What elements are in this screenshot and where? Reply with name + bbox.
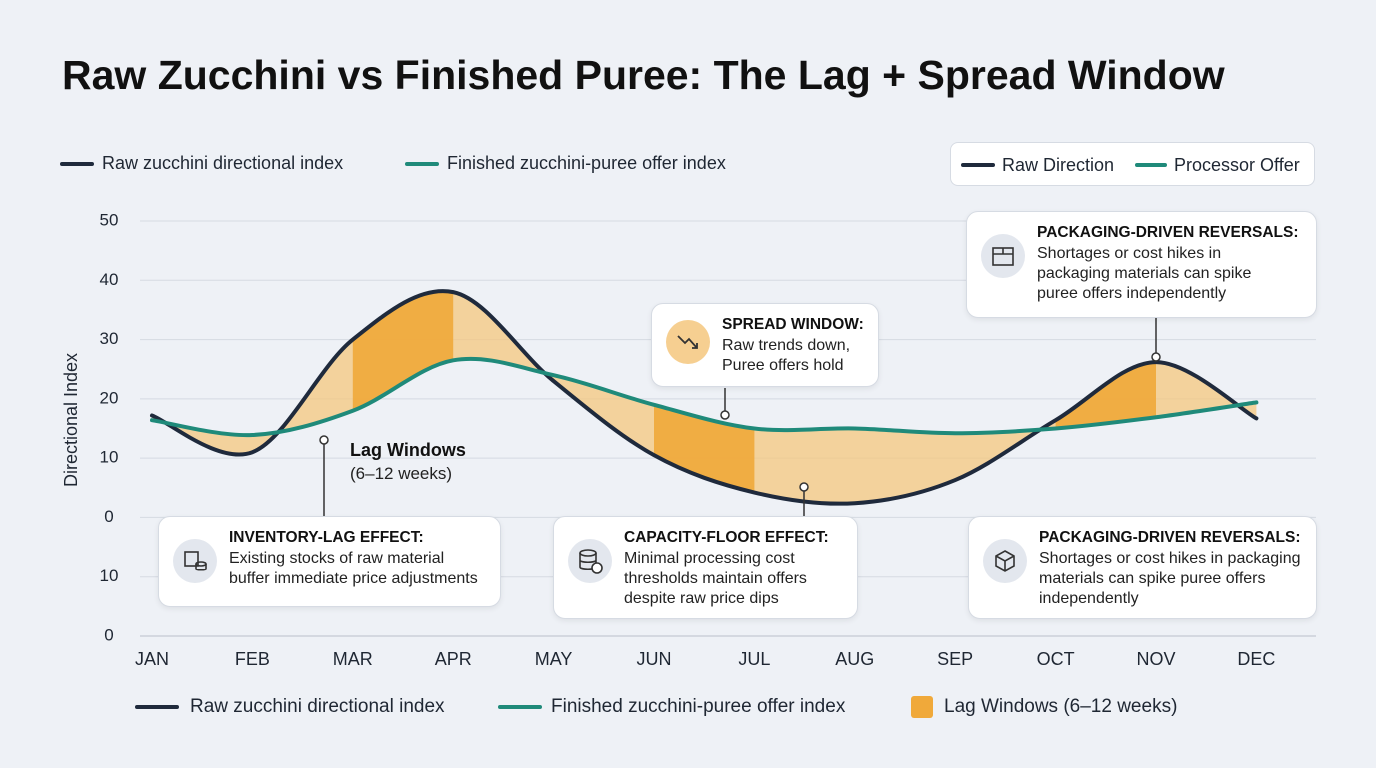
y-axis-label: Directional Index bbox=[61, 353, 81, 487]
series-line bbox=[150, 356, 1259, 438]
annotation-title: INVENTORY-LAG EFFECT: bbox=[229, 529, 424, 546]
x-tick-label: JUL bbox=[738, 649, 770, 669]
callout-point bbox=[799, 482, 809, 492]
annotation-title: PACKAGING-DRIVEN REVERSALS: bbox=[1037, 224, 1299, 241]
legend-label: Lag Windows (6–12 weeks) bbox=[944, 696, 1177, 717]
lag-window bbox=[352, 291, 454, 411]
lag-label-title: Lag Windows bbox=[350, 440, 466, 460]
series-line bbox=[150, 289, 1259, 506]
annotation-title: SPREAD WINDOW: bbox=[722, 316, 864, 333]
x-tick-label: APR bbox=[435, 649, 472, 669]
chart-title: Raw Zucchini vs Finished Puree: The Lag … bbox=[62, 52, 1225, 98]
icon bbox=[666, 320, 710, 364]
legend-label: Finished zucchini-puree offer index bbox=[551, 696, 846, 717]
y-tick-label: 50 bbox=[100, 210, 119, 229]
icon bbox=[983, 539, 1027, 583]
y-tick-label: 30 bbox=[100, 329, 119, 348]
annotation-title: CAPACITY-FLOOR EFFECT: bbox=[624, 529, 829, 546]
legend-label: Finished zucchini-puree offer index bbox=[447, 153, 726, 173]
y-tick-label: 10 bbox=[100, 448, 119, 467]
lag-window bbox=[1055, 362, 1156, 429]
annotation-text: Raw trends down, Puree offers hold bbox=[722, 337, 851, 374]
legend-label: Raw Direction bbox=[1002, 155, 1115, 175]
callout-point bbox=[319, 435, 329, 445]
legend-label: Raw zucchini directional index bbox=[102, 153, 343, 173]
x-tick-label: DEC bbox=[1237, 649, 1275, 669]
annotation-text: Shortages or cost hikes in packaging mat… bbox=[1037, 245, 1252, 302]
y-tick-label: 40 bbox=[100, 270, 119, 289]
lag-label-text: (6–12 weeks) bbox=[350, 464, 453, 483]
annotation-text: Minimal processing cost thresholds maint… bbox=[624, 550, 807, 607]
y-tick-label: 0 bbox=[104, 507, 113, 526]
annotation-card: PACKAGING-DRIVEN REVERSALS: Shortages or … bbox=[966, 211, 1317, 318]
x-tick-label: JAN bbox=[135, 649, 169, 669]
annotation-text: Existing stocks of raw material buffer i… bbox=[229, 550, 478, 587]
legend-swatch bbox=[911, 696, 933, 718]
callout-point bbox=[1151, 352, 1161, 362]
callout-point bbox=[720, 410, 730, 420]
x-tick-label: OCT bbox=[1037, 649, 1075, 669]
lag-window bbox=[654, 404, 755, 493]
y-tick-label: 10 bbox=[100, 566, 119, 585]
legend: Raw Direction Processor Offer bbox=[950, 142, 1315, 186]
y-tick-label: 20 bbox=[100, 388, 119, 407]
x-tick-label: FEB bbox=[235, 649, 270, 669]
x-tick-label: JUN bbox=[637, 649, 672, 669]
x-tick-label: SEP bbox=[937, 649, 973, 669]
annotation-card: PACKAGING-DRIVEN REVERSALS: Shortages or … bbox=[968, 516, 1317, 619]
x-tick-label: MAR bbox=[333, 649, 373, 669]
annotation-text: Shortages or cost hikes in packaging mat… bbox=[1039, 550, 1301, 607]
icon bbox=[981, 234, 1025, 278]
annotation-title: PACKAGING-DRIVEN REVERSALS: bbox=[1039, 529, 1301, 546]
x-tick-label: MAY bbox=[535, 649, 573, 669]
annotation-card: CAPACITY-FLOOR EFFECT: Minimal processing… bbox=[553, 516, 858, 619]
x-tick-label: AUG bbox=[835, 649, 874, 669]
legend-swatches bbox=[961, 163, 1167, 167]
annotation-card: INVENTORY-LAG EFFECT: Existing stocks of … bbox=[158, 516, 501, 607]
y-tick-label: 0 bbox=[104, 625, 113, 644]
annotation-card: SPREAD WINDOW: Raw trends down, Puree off… bbox=[651, 303, 879, 387]
x-tick-label: NOV bbox=[1136, 649, 1175, 669]
icon bbox=[568, 539, 612, 583]
icon bbox=[173, 539, 217, 583]
legend-label: Raw zucchini directional index bbox=[190, 696, 445, 717]
legend-label: Processor Offer bbox=[1174, 155, 1300, 175]
